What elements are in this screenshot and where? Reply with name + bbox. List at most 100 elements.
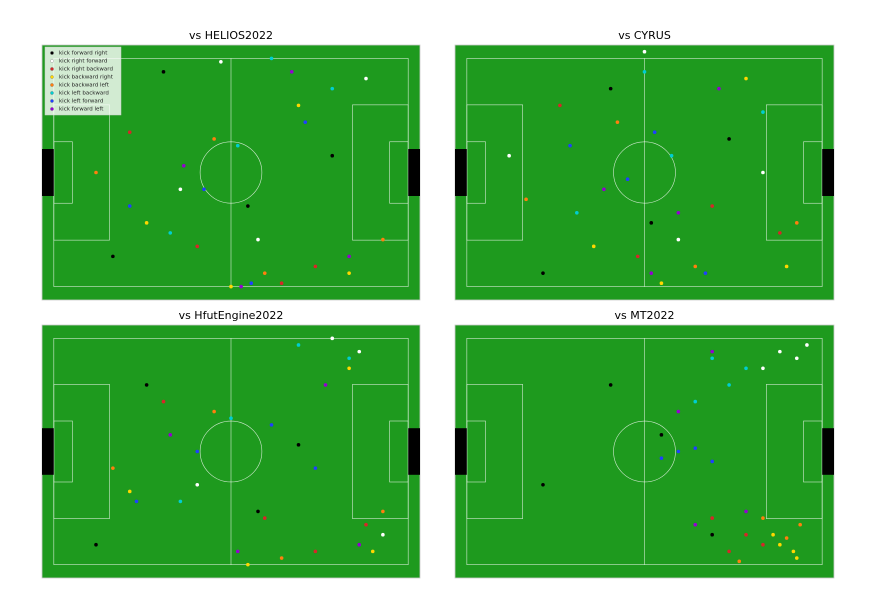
legend-marker bbox=[50, 83, 54, 87]
kick-point bbox=[381, 237, 385, 242]
kick-point bbox=[744, 76, 748, 81]
kick-point bbox=[737, 559, 742, 564]
kick-point bbox=[347, 271, 351, 275]
kick-point bbox=[111, 466, 115, 470]
center-circle bbox=[613, 420, 676, 483]
kick-point bbox=[608, 86, 613, 91]
kick-point bbox=[649, 221, 654, 225]
center-circle bbox=[199, 420, 263, 483]
legend-label: kick forward right bbox=[59, 51, 108, 57]
goal bbox=[822, 428, 834, 475]
goal bbox=[455, 149, 467, 196]
kick-point bbox=[652, 130, 657, 135]
kick-point bbox=[212, 137, 216, 141]
kick-point bbox=[262, 516, 267, 520]
kick-point bbox=[615, 120, 620, 124]
goal bbox=[42, 428, 54, 475]
kick-point bbox=[296, 103, 301, 108]
kick-point bbox=[239, 284, 243, 289]
kick-point bbox=[710, 349, 714, 354]
kick-point bbox=[195, 449, 200, 454]
legend-marker bbox=[50, 91, 54, 95]
legend-box bbox=[44, 46, 122, 116]
kick-point bbox=[507, 153, 511, 158]
kick-point bbox=[778, 349, 782, 354]
kick-point bbox=[279, 556, 284, 560]
kick-point bbox=[541, 482, 545, 487]
kick-point bbox=[229, 416, 233, 421]
kick-point bbox=[710, 204, 714, 208]
kick-point bbox=[649, 271, 654, 275]
kick-point bbox=[178, 499, 183, 504]
goal bbox=[455, 428, 467, 475]
kick-point bbox=[357, 349, 362, 354]
kick-point bbox=[246, 562, 250, 567]
kick-point bbox=[784, 536, 789, 540]
kick-point bbox=[608, 383, 613, 387]
kick-point bbox=[794, 221, 799, 225]
kick-point bbox=[111, 254, 115, 259]
kick-point bbox=[347, 366, 351, 371]
kick-point bbox=[568, 143, 572, 148]
kick-point bbox=[347, 254, 351, 259]
kick-point bbox=[744, 532, 748, 537]
kick-point bbox=[541, 271, 545, 275]
kick-point bbox=[558, 103, 562, 108]
kick-point bbox=[761, 516, 765, 520]
legend-label: kick backward right bbox=[59, 75, 114, 81]
kick-point bbox=[778, 542, 782, 547]
kick-point bbox=[717, 86, 721, 91]
kick-point bbox=[669, 153, 674, 158]
kick-point bbox=[235, 143, 240, 148]
kick-point bbox=[794, 556, 799, 560]
kick-point bbox=[659, 456, 664, 460]
kick-point bbox=[313, 264, 318, 269]
panel-title: vs CYRUS bbox=[618, 29, 671, 42]
kick-point bbox=[296, 443, 301, 447]
kick-point bbox=[330, 86, 335, 91]
kick-point bbox=[330, 153, 335, 158]
legend-marker bbox=[50, 107, 54, 111]
kick-point bbox=[798, 522, 802, 527]
kick-point bbox=[693, 522, 698, 527]
goal bbox=[42, 149, 54, 196]
kick-point bbox=[784, 264, 789, 269]
kick-point bbox=[256, 237, 260, 242]
kick-point bbox=[256, 509, 260, 514]
kick-point bbox=[347, 356, 351, 361]
panel-title: vs MT2022 bbox=[615, 309, 675, 322]
kick-point bbox=[727, 383, 731, 387]
kick-point bbox=[635, 254, 640, 259]
kick-point bbox=[575, 210, 579, 215]
kick-point bbox=[693, 446, 698, 450]
kick-point bbox=[289, 70, 294, 74]
kick-point bbox=[94, 170, 98, 175]
kick-point bbox=[134, 499, 139, 504]
kick-point bbox=[710, 516, 714, 520]
kick-point bbox=[249, 281, 254, 286]
kick-point bbox=[168, 433, 173, 437]
kick-point bbox=[161, 70, 166, 74]
kick-point bbox=[693, 399, 698, 404]
kick-point bbox=[744, 509, 748, 514]
kick-point bbox=[676, 210, 681, 215]
legend-label: kick backward left bbox=[59, 83, 110, 89]
legend-label: kick forward left bbox=[59, 107, 104, 113]
kick-point bbox=[178, 187, 183, 192]
kick-point bbox=[676, 409, 681, 414]
kick-point bbox=[710, 356, 714, 361]
kick-point bbox=[127, 130, 132, 135]
kick-point bbox=[591, 244, 596, 249]
kick-point bbox=[195, 244, 200, 249]
kick-point bbox=[313, 466, 318, 470]
center-circle bbox=[199, 141, 263, 204]
kick-point bbox=[269, 423, 274, 427]
kick-point bbox=[127, 489, 132, 494]
kick-point bbox=[212, 409, 216, 414]
kick-point bbox=[364, 522, 368, 527]
kick-point bbox=[659, 281, 664, 286]
kick-point bbox=[246, 204, 250, 208]
legend-marker bbox=[50, 51, 54, 55]
kick-point bbox=[303, 120, 308, 124]
